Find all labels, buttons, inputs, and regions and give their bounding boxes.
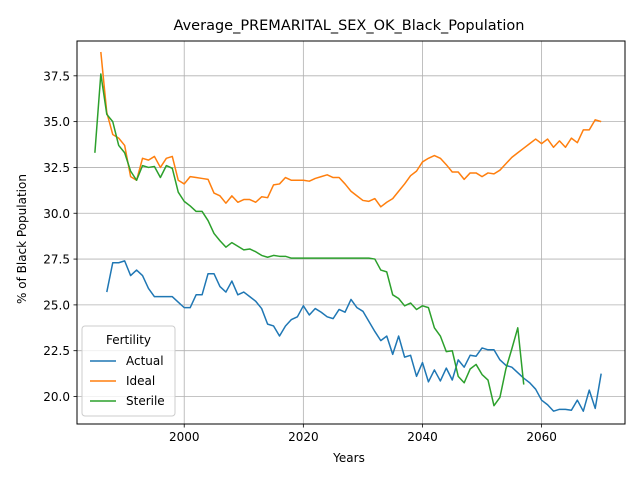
legend-label-sterile: Sterile — [126, 394, 165, 408]
y-tick-label: 25.0 — [43, 298, 70, 312]
x-tick-label: 2020 — [288, 430, 319, 444]
legend-label-ideal: Ideal — [126, 374, 155, 388]
legend: Fertility Actual Ideal Sterile — [81, 325, 176, 417]
plot-frame — [76, 40, 626, 425]
x-tick-label: 2040 — [407, 430, 438, 444]
axis-ticks: 2000 2020 2040 2060 20.0 22.5 25.0 27.5 30.0 32.5… — [43, 69, 557, 444]
series-line-sterile — [94, 73, 525, 407]
x-tick-label: 2060 — [526, 430, 557, 444]
series-line-actual — [106, 260, 602, 412]
y-tick-label: 37.5 — [43, 69, 70, 83]
grid-lines — [77, 41, 625, 424]
legend-box — [81, 325, 176, 417]
y-tick-label: 22.5 — [43, 344, 70, 358]
legend-title: Fertility — [106, 333, 151, 347]
y-tick-label: 35.0 — [43, 115, 70, 129]
legend-label-actual: Actual — [126, 354, 164, 368]
series-line-ideal — [100, 51, 602, 208]
y-tick-label: 32.5 — [43, 161, 70, 175]
y-tick-label: 30.0 — [43, 207, 70, 221]
x-tick-label: 2000 — [169, 430, 200, 444]
plot-lines — [94, 51, 602, 412]
y-axis-label: % of Black Population — [15, 174, 29, 304]
y-tick-label: 27.5 — [43, 253, 70, 267]
chart-title: Average_PREMARITAL_SEX_OK_Black_Populati… — [174, 18, 525, 34]
y-tick-label: 20.0 — [43, 390, 70, 404]
x-axis-label: Years — [332, 451, 365, 465]
